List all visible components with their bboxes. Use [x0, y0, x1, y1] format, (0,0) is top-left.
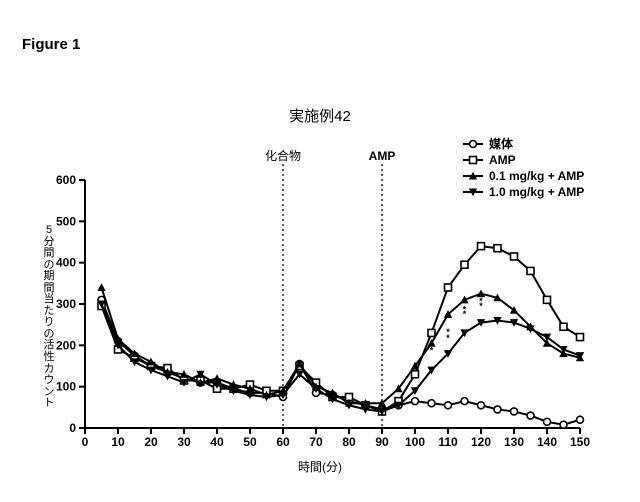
x-tick-label: 140 [537, 435, 557, 449]
series-line-dose10 [102, 304, 581, 411]
x-tick-label: 120 [471, 435, 491, 449]
legend-label: 1.0 mg/kg + AMP [489, 185, 584, 199]
marker-triangle-up [213, 374, 221, 382]
marker-open-square [494, 245, 501, 252]
legend-label: 媒体 [489, 136, 514, 151]
marker-open-circle [470, 141, 477, 148]
x-tick-label: 90 [375, 435, 389, 449]
guide-label: AMP [369, 149, 396, 163]
x-tick-label: 0 [82, 435, 89, 449]
marker-triangle-down [130, 358, 138, 366]
marker-open-circle [544, 418, 551, 425]
y-tick-label: 0 [69, 421, 76, 435]
x-tick-label: 150 [570, 435, 590, 449]
marker-open-circle [527, 412, 534, 419]
chart-plot-area: 0100200300400500600010203040506070809010… [80, 178, 582, 430]
chart-svg: 0 100 200 300 400 500 600 0 10 20 30 40 50 60 70 80 90 10… [40, 133, 602, 460]
x-tick-label: 70 [309, 435, 323, 449]
significance-mark: * [463, 309, 467, 319]
y-tick-label: 200 [56, 338, 76, 352]
marker-open-square [544, 296, 551, 303]
marker-open-square [470, 157, 477, 164]
marker-open-square [412, 371, 419, 378]
guide-label: 化合物 [265, 148, 301, 163]
figure-label: Figure 1 [22, 36, 80, 53]
marker-open-circle [412, 398, 419, 405]
marker-open-square [478, 243, 485, 250]
x-tick-label: 110 [438, 435, 458, 449]
marker-triangle-up [147, 358, 155, 366]
marker-triangle-up [97, 283, 105, 291]
x-tick-label: 50 [243, 435, 257, 449]
x-tick-label: 30 [177, 435, 191, 449]
x-tick-label: 40 [210, 435, 224, 449]
marker-open-circle [428, 400, 435, 407]
legend-label: AMP [489, 153, 516, 167]
marker-open-square [461, 261, 468, 268]
chart-title: 実施例42 [0, 105, 640, 126]
marker-open-circle [478, 402, 485, 409]
marker-open-square [445, 284, 452, 291]
marker-open-circle [560, 421, 567, 428]
marker-open-circle [461, 398, 468, 405]
legend-label: 0.1 mg/kg + AMP [489, 169, 584, 183]
significance-mark: * [446, 333, 450, 343]
marker-open-square [560, 323, 567, 330]
x-axis-title: 時間(分) [0, 458, 640, 475]
series-line-dose01 [102, 287, 581, 403]
x-tick-label: 130 [504, 435, 524, 449]
marker-open-circle [494, 406, 501, 413]
marker-open-square [428, 329, 435, 336]
x-tick-label: 100 [405, 435, 425, 449]
marker-open-circle [577, 416, 584, 423]
marker-open-square [511, 253, 518, 260]
y-tick-label: 500 [56, 214, 76, 228]
significance-mark: * [479, 301, 483, 311]
y-tick-label: 100 [56, 380, 76, 394]
series-line-vehicle [102, 300, 581, 425]
marker-open-square [527, 267, 534, 274]
y-tick-label: 600 [56, 173, 76, 187]
x-tick-label: 80 [342, 435, 356, 449]
marker-open-circle [511, 408, 518, 415]
y-tick-label: 300 [56, 297, 76, 311]
y-tick-label: 400 [56, 256, 76, 270]
x-tick-label: 20 [144, 435, 158, 449]
x-tick-label: 10 [111, 435, 125, 449]
marker-open-circle [445, 402, 452, 409]
marker-open-square [577, 334, 584, 341]
significance-mark: * [430, 346, 434, 356]
series-line-amp [102, 246, 581, 411]
x-tick-label: 60 [276, 435, 290, 449]
